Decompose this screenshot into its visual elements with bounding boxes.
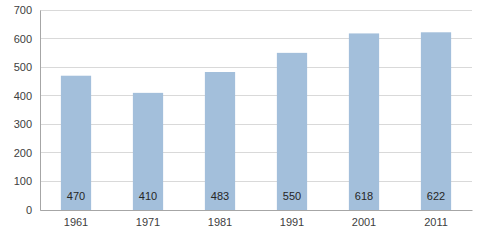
grid: [40, 10, 472, 210]
y-tick: 300: [14, 118, 40, 130]
data-label: 622: [427, 190, 445, 202]
grid-line: [40, 210, 472, 211]
x-tick: 1991: [280, 210, 304, 228]
y-tick: 200: [14, 147, 40, 159]
x-tick-label: 1961: [64, 216, 88, 228]
bar: [61, 76, 91, 210]
bars: [61, 32, 451, 210]
bar: [277, 53, 307, 210]
bar: [421, 32, 451, 210]
y-tick: 400: [14, 90, 40, 102]
x-axis-line: [41, 210, 473, 211]
x-tick-label: 1971: [136, 216, 160, 228]
y-tick: 500: [14, 61, 40, 73]
bar: [349, 33, 379, 210]
grid-line: [40, 10, 472, 11]
y-tick-label: 700: [14, 4, 32, 16]
y-tick: 700: [14, 4, 40, 16]
grid-line: [40, 181, 472, 182]
y-tick-label: 0: [26, 204, 32, 216]
grid-line: [40, 95, 472, 96]
bar: [133, 93, 163, 210]
data-label: 410: [139, 190, 157, 202]
y-axis-line: [40, 11, 41, 211]
bar: [205, 72, 235, 210]
data-label: 483: [211, 190, 229, 202]
y-tick-label: 300: [14, 118, 32, 130]
y-tick-label: 100: [14, 175, 32, 187]
y-tick-label: 400: [14, 90, 32, 102]
x-axis: 1961 1971 1981 1991 2001 2011: [41, 210, 473, 228]
y-tick-label: 600: [14, 33, 32, 45]
data-label: 470: [67, 190, 85, 202]
grid-line: [40, 38, 472, 39]
x-tick-label: 2001: [352, 216, 376, 228]
x-tick: 1981: [208, 210, 232, 228]
y-axis: 0 100 200 300 400 500 600 700: [14, 4, 41, 216]
x-tick-label: 1991: [280, 216, 304, 228]
x-tick-label: 2011: [424, 216, 448, 228]
data-label: 618: [355, 190, 373, 202]
chart: 0 100 200 300 400 500 600 700 1961 1971 1981 1991 20…: [0, 0, 480, 240]
x-tick: 2011: [424, 210, 448, 228]
data-label: 550: [283, 190, 301, 202]
plot: 0 100 200 300 400 500 600 700 1961 1971 1981 1991 20…: [14, 4, 473, 228]
x-tick: 1971: [136, 210, 160, 228]
grid-line: [40, 124, 472, 125]
y-tick-label: 200: [14, 147, 32, 159]
y-tick-label: 500: [14, 61, 32, 73]
grid-line: [40, 67, 472, 68]
x-tick: 1961: [64, 210, 88, 228]
y-tick: 0: [26, 204, 40, 216]
y-tick: 100: [14, 175, 40, 187]
x-tick-label: 1981: [208, 216, 232, 228]
x-tick: 2001: [352, 210, 376, 228]
grid-line: [40, 152, 472, 153]
data-labels: 470 410 483 550 618 622: [67, 190, 445, 202]
y-tick: 600: [14, 33, 40, 45]
